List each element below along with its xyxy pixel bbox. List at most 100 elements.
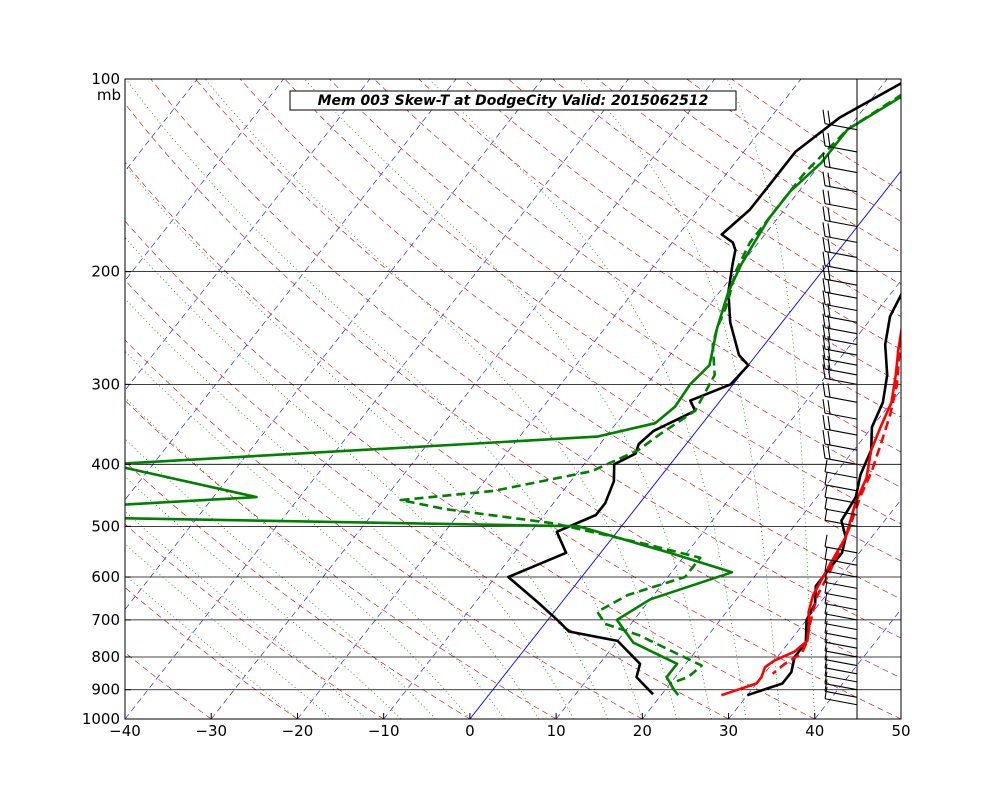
plot-frame	[124, 78, 902, 720]
wind-barb	[822, 152, 826, 167]
wind-barb	[827, 266, 831, 281]
dry-adiabat-line	[284, 79, 901, 525]
wind-barb	[824, 327, 858, 335]
wind-barb	[824, 219, 858, 228]
wind-barb	[827, 355, 831, 371]
x-tick-label: 20	[633, 722, 652, 740]
wind-barb	[827, 445, 831, 460]
wind-barb	[824, 675, 858, 683]
dry-adiabat-line	[125, 461, 471, 719]
wind-barb	[827, 365, 831, 380]
wind-barb	[824, 638, 828, 652]
wind-barb	[827, 132, 831, 148]
wind-barb	[824, 679, 828, 692]
wind-barb	[822, 290, 826, 305]
wind-barb	[827, 238, 831, 253]
wind-barb	[824, 358, 858, 366]
isotherm-line	[642, 389, 901, 719]
wind-barb	[824, 686, 828, 699]
wind-barb	[824, 632, 858, 640]
wind-barb	[824, 592, 858, 600]
isotherm-line	[728, 499, 901, 719]
x-tick-label: 30	[719, 722, 738, 740]
wind-barb	[824, 459, 828, 472]
wind-barb	[824, 165, 858, 174]
wind-barb	[824, 534, 828, 547]
wind-barb	[824, 655, 828, 668]
wind-barb	[822, 131, 826, 147]
wind-barb	[822, 354, 826, 370]
dry-adiabat-line	[195, 79, 901, 600]
wind-barb	[824, 591, 828, 604]
wind-barb	[827, 335, 831, 351]
y-tick-label: 600	[91, 568, 120, 586]
x-tick-label: 50	[891, 722, 910, 740]
x-axis-ticks: −40 −30 −20 −10 0 10 20 30 40 50	[109, 713, 911, 740]
wind-barb	[824, 428, 858, 436]
wind-barb	[824, 235, 858, 243]
wind-barb	[827, 190, 831, 205]
y-tick-label: 800	[91, 648, 120, 666]
wind-barb	[822, 206, 826, 221]
wind-barb	[824, 581, 828, 594]
wind-barb	[822, 189, 826, 204]
wind-barb	[824, 581, 858, 589]
plot-background	[125, 79, 901, 719]
wind-barb	[822, 444, 826, 459]
wind-barb	[824, 338, 858, 346]
wind-barb	[822, 382, 826, 397]
temperature-trace-solid	[507, 81, 901, 696]
dry-adiabat-line	[125, 400, 557, 719]
wind-barb	[824, 623, 858, 631]
wind-barb	[824, 663, 828, 676]
wind-barb	[824, 570, 828, 583]
wind-barb	[822, 364, 826, 379]
dry-adiabat-line	[463, 79, 901, 384]
dry-adiabat-line	[418, 79, 901, 418]
isotherm-line	[383, 79, 888, 719]
wind-barb	[827, 314, 831, 329]
wind-barb	[824, 667, 858, 675]
wind-barb	[827, 279, 831, 294]
dry-adiabat-line	[125, 339, 643, 719]
wind-barb	[824, 496, 828, 510]
wind-barb	[822, 278, 826, 293]
chart-title-box	[289, 90, 737, 111]
wind-barb	[824, 203, 858, 211]
wind-barb	[822, 313, 826, 328]
wind-barb	[824, 265, 858, 273]
wind-barb	[824, 547, 828, 560]
temperature-trace-solid	[746, 292, 901, 697]
wind-barb	[824, 484, 858, 492]
dewpoint-trace-dashed	[399, 93, 901, 685]
wind-barb	[822, 237, 826, 252]
wind-barb	[827, 415, 831, 431]
wind-barb	[827, 223, 831, 238]
wind-barb	[824, 278, 858, 286]
y-axis-unit-label: mb	[97, 86, 121, 104]
wind-barb	[827, 383, 831, 398]
dry-adiabat-line	[125, 652, 212, 719]
x-tick-label: 0	[465, 722, 475, 740]
wind-barb	[824, 315, 858, 323]
x-tick-label: −40	[109, 722, 141, 740]
wind-barb	[824, 601, 828, 614]
moist-adiabat-line	[304, 79, 712, 719]
wind-barb	[824, 377, 858, 385]
wind-barb	[824, 472, 828, 485]
wind-barb	[824, 630, 828, 643]
wind-barb	[824, 620, 828, 634]
y-tick-label: 300	[91, 375, 120, 393]
wind-barb	[824, 650, 858, 658]
isotherm-line	[555, 280, 901, 719]
wind-barb	[824, 412, 858, 420]
wind-barb	[824, 570, 858, 578]
y-tick-label: 100	[91, 70, 120, 88]
wind-barb	[822, 324, 826, 339]
y-tick-label: 200	[91, 263, 120, 281]
wind-barb	[824, 496, 858, 504]
dry-adiabat-line	[125, 279, 729, 719]
x-tick-label: −10	[368, 722, 400, 740]
chart-title: Mem 003 Skew-T at DodgeCity Valid: 20150…	[318, 93, 709, 109]
moist-adiabat-line	[125, 237, 574, 719]
